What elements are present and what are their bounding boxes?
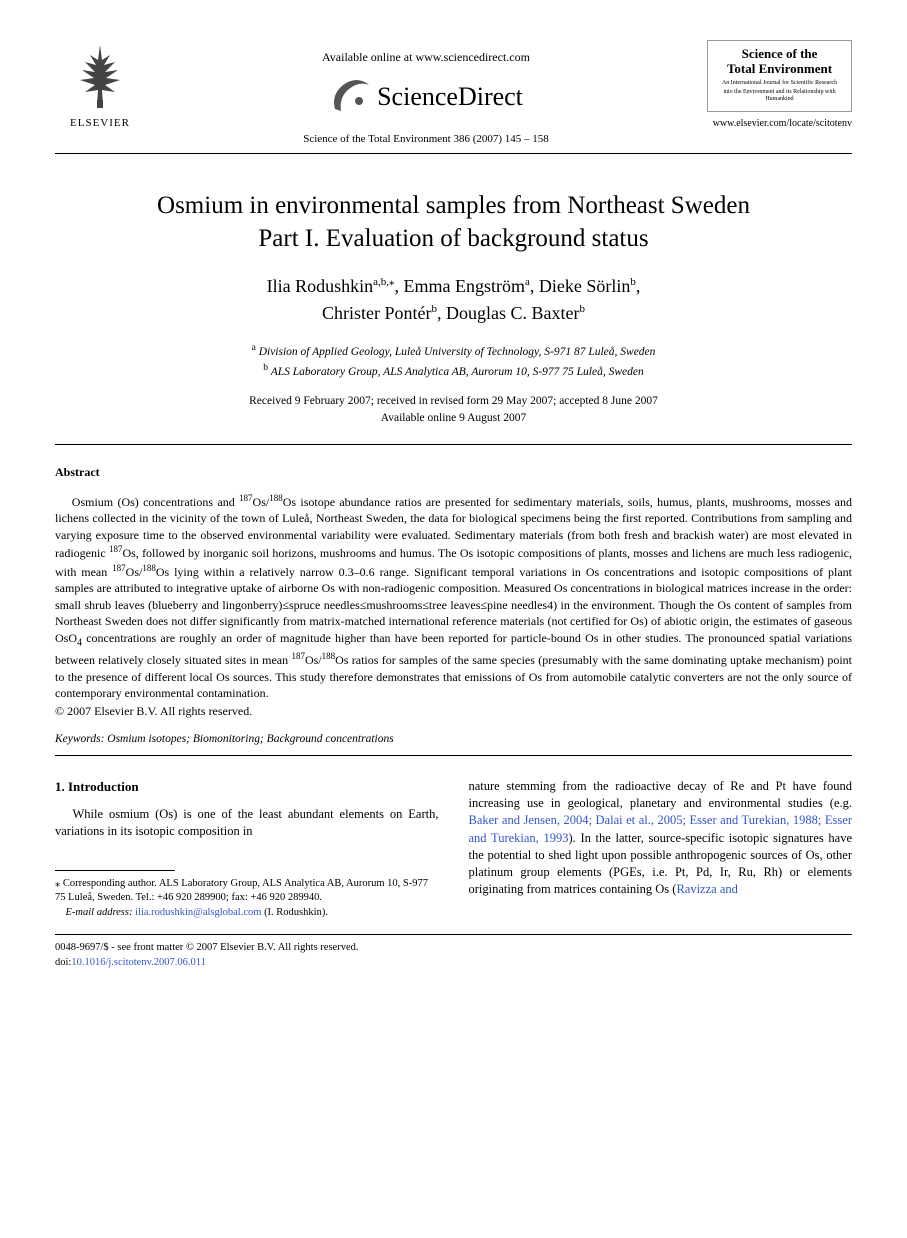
keywords-line: Keywords: Osmium isotopes; Biomonitoring… — [55, 733, 852, 745]
abstract-copyright: © 2007 Elsevier B.V. All rights reserved… — [55, 704, 852, 719]
abstract-top-rule — [55, 444, 852, 445]
bottom-rule — [55, 934, 852, 935]
citation-text: Science of the Total Environment 386 (20… — [145, 133, 707, 145]
abstract-bottom-rule — [55, 755, 852, 756]
journal-title-line2: Total Environment — [712, 62, 847, 77]
journal-cover-block: Science of the Total Environment An Inte… — [707, 40, 852, 112]
available-online-text: Available online at www.sciencedirect.co… — [145, 50, 707, 65]
article-dates: Received 9 February 2007; received in re… — [55, 393, 852, 428]
email-person: (I. Rodushkin). — [264, 907, 328, 918]
author-3: Dieke Sörlin — [539, 276, 631, 296]
affiliation-a: Division of Applied Geology, Luleå Unive… — [259, 346, 656, 358]
issn-line: 0048-9697/$ - see front matter © 2007 El… — [55, 942, 358, 953]
intro-heading: 1. Introduction — [55, 778, 439, 796]
corresponding-author-footnote: ⁎ Corresponding author. ALS Laboratory G… — [55, 877, 439, 920]
dates-line2: Available online 9 August 2007 — [381, 412, 526, 424]
keywords-label: Keywords: — [55, 733, 104, 745]
footnote-text: ⁎ Corresponding author. ALS Laboratory G… — [55, 878, 428, 903]
article-title: Osmium in environmental samples from Nor… — [55, 190, 852, 255]
keywords-text: Osmium isotopes; Biomonitoring; Backgrou… — [107, 733, 393, 745]
doi-label: doi: — [55, 957, 71, 968]
journal-sub-line1: An International Journal for Scientific … — [712, 80, 847, 87]
page-header: ELSEVIER Available online at www.science… — [55, 40, 852, 145]
affiliation-b: ALS Laboratory Group, ALS Analytica AB, … — [271, 366, 644, 378]
bottom-publication-info: 0048-9697/$ - see front matter © 2007 El… — [55, 941, 852, 970]
sciencedirect-logo: ScienceDirect — [145, 75, 707, 119]
right-column: nature stemming from the radioactive dec… — [469, 778, 853, 920]
title-line1: Osmium in environmental samples from Nor… — [157, 192, 750, 219]
author-1: Ilia Rodushkin — [267, 276, 374, 296]
footnote-rule — [55, 870, 175, 871]
dates-line1: Received 9 February 2007; received in re… — [249, 395, 658, 407]
left-column: 1. Introduction While osmium (Os) is one… — [55, 778, 439, 920]
authors-line: Ilia Rodushkina,b,⁎, Emma Engströma, Die… — [55, 273, 852, 327]
email-link[interactable]: ilia.rodushkin@alsglobal.com — [135, 907, 261, 918]
email-label: E-mail address: — [66, 907, 133, 918]
doi-link[interactable]: 10.1016/j.scitotenv.2007.06.011 — [71, 957, 206, 968]
body-two-column: 1. Introduction While osmium (Os) is one… — [55, 778, 852, 920]
abstract-body: Osmium (Os) concentrations and 187Os/188… — [55, 492, 852, 702]
journal-block-wrapper: Science of the Total Environment An Inte… — [707, 40, 852, 129]
elsevier-tree-icon — [70, 40, 130, 110]
elsevier-logo-block: ELSEVIER — [55, 40, 145, 129]
journal-title-line1: Science of the — [712, 47, 847, 62]
header-center: Available online at www.sciencedirect.co… — [145, 40, 707, 145]
journal-sub-line2: into the Environment and its Relationshi… — [712, 89, 847, 102]
author-2: Emma Engström — [404, 276, 525, 296]
affiliations: a Division of Applied Geology, Luleå Uni… — [55, 341, 852, 381]
author-4: Christer Pontér — [322, 303, 432, 323]
sciencedirect-text: ScienceDirect — [377, 82, 523, 112]
author-5: Douglas C. Baxter — [446, 303, 579, 323]
intro-right-para: nature stemming from the radioactive dec… — [469, 778, 853, 899]
title-line2: Part I. Evaluation of background status — [258, 225, 648, 252]
elsevier-label: ELSEVIER — [55, 117, 145, 129]
header-rule — [55, 153, 852, 154]
journal-url[interactable]: www.elsevier.com/locate/scitotenv — [707, 118, 852, 129]
abstract-heading: Abstract — [55, 465, 852, 480]
intro-left-para: While osmium (Os) is one of the least ab… — [55, 806, 439, 841]
sciencedirect-swoosh-icon — [329, 75, 373, 119]
